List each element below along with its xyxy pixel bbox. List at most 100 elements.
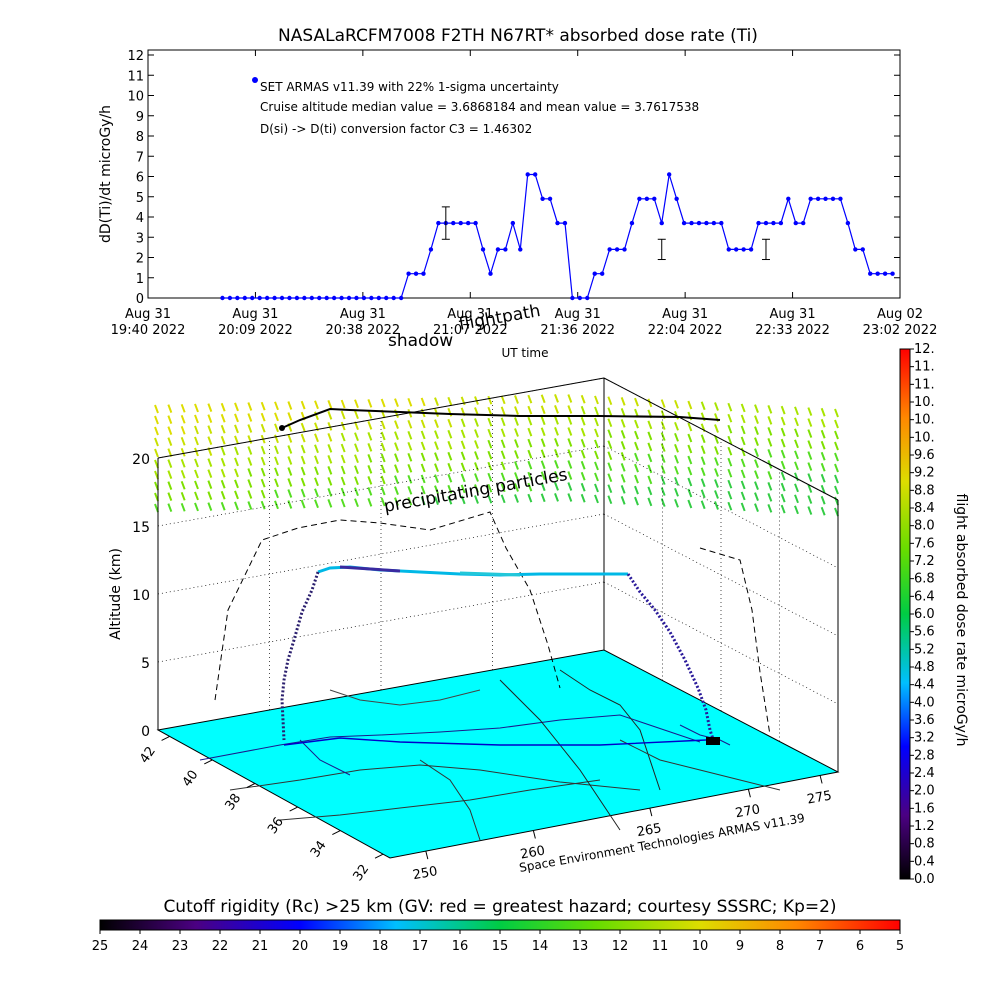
dose-rate-point [704, 220, 709, 226]
particle-mark [474, 473, 479, 482]
particle-mark [714, 435, 719, 444]
particle-mark [820, 418, 826, 428]
lat-tick [289, 806, 298, 812]
particle-mark [420, 474, 426, 484]
particle-mark [300, 499, 306, 509]
legend-text: SET ARMAS v11.39 with 22% 1-sigma uncert… [260, 80, 559, 94]
particle-mark [327, 400, 333, 409]
particle-mark [180, 480, 186, 490]
particle-mark [420, 419, 426, 429]
particle-mark [820, 407, 826, 417]
particle-mark [247, 402, 253, 411]
dose-colorbar-tick-label: 6.4 [914, 589, 935, 604]
particle-mark [754, 503, 759, 512]
dose-colorbar-tick-label: 6.8 [914, 572, 935, 587]
particle-mark [500, 417, 506, 427]
particle-mark [527, 438, 533, 448]
particle-mark [554, 471, 559, 480]
particle-mark [327, 411, 333, 420]
dose-rate-point [309, 295, 315, 301]
particle-mark [447, 407, 453, 417]
rigidity-tick-label: 22 [212, 939, 229, 954]
particle-mark [567, 416, 573, 425]
dose-rate-point [488, 271, 493, 276]
particle-mark [327, 477, 333, 486]
particle-mark [647, 497, 653, 507]
rigidity-tick-label: 13 [572, 939, 589, 954]
dose-rate-point [741, 247, 746, 252]
dose-rate-point [674, 196, 679, 201]
particle-mark [540, 394, 546, 404]
dose-rate-point [570, 295, 575, 301]
dose-rate-point [406, 271, 411, 276]
dose-rate-point [525, 172, 530, 177]
particle-mark [794, 439, 799, 449]
particle-mark [674, 465, 679, 475]
dose-rate-point [398, 295, 404, 301]
particle-mark [434, 397, 439, 406]
particle-mark [380, 420, 386, 430]
lon-tick [425, 850, 429, 860]
particle-mark [527, 394, 533, 404]
particle-mark [740, 447, 746, 457]
altitude-tick-label: 0 [141, 724, 150, 740]
dose-rate-point [339, 295, 344, 301]
dose-rate-point [793, 220, 798, 226]
particle-mark [487, 483, 493, 493]
particle-mark [580, 482, 586, 492]
dose-rate-point [748, 247, 754, 252]
particle-mark [580, 405, 586, 415]
rigidity-tick-label: 14 [532, 939, 549, 954]
particle-mark [207, 491, 213, 500]
particle-mark [407, 485, 413, 495]
lat-tick-label: 36 [265, 815, 287, 837]
dose-rate-line [222, 173, 893, 299]
dose-rate-point [845, 220, 851, 226]
dose-rate-point [302, 295, 307, 301]
particle-mark [340, 421, 346, 431]
particle-mark [287, 401, 293, 410]
particle-mark [834, 430, 839, 440]
particle-mark [794, 494, 799, 504]
particle-mark [687, 400, 693, 410]
dose-colorbar-tick-label: 1.6 [914, 801, 935, 816]
particle-mark [314, 433, 319, 443]
dose-rate-point [644, 196, 650, 201]
rigidity-tick-label: 17 [412, 939, 429, 954]
particle-mark [660, 399, 666, 408]
particle-mark [634, 485, 639, 495]
particle-mark [807, 473, 813, 482]
dose-rate-point [532, 172, 538, 177]
particle-mark [180, 403, 186, 413]
particle-mark [327, 455, 333, 464]
particle-mark [807, 440, 813, 449]
x-tick-label: Aug 31 [555, 307, 601, 322]
particle-mark [594, 472, 599, 482]
particle-mark [327, 433, 333, 442]
particle-mark [474, 484, 479, 493]
particle-mark [554, 416, 559, 425]
particle-mark [580, 416, 586, 426]
particle-mark [780, 471, 786, 481]
particle-mark [580, 460, 586, 470]
particle-mark [434, 474, 439, 483]
particle-mark [460, 495, 466, 505]
particle-mark [354, 443, 359, 453]
particle-mark [234, 413, 239, 423]
particle-mark [354, 399, 359, 409]
dose-rate-point [458, 220, 463, 226]
particle-mark [794, 417, 799, 427]
particle-mark [794, 472, 799, 482]
particle-mark [234, 501, 239, 511]
particle-mark [180, 491, 186, 501]
particle-mark [407, 430, 413, 440]
dose-rate-point [384, 295, 389, 301]
dose-rate-point [540, 196, 545, 201]
particle-mark [167, 503, 173, 512]
particle-mark [487, 472, 493, 482]
particle-mark [740, 458, 746, 468]
particle-mark [234, 457, 239, 467]
particle-mark [194, 447, 199, 457]
particle-mark [380, 398, 386, 408]
rigidity-tick-label: 20 [292, 939, 309, 954]
